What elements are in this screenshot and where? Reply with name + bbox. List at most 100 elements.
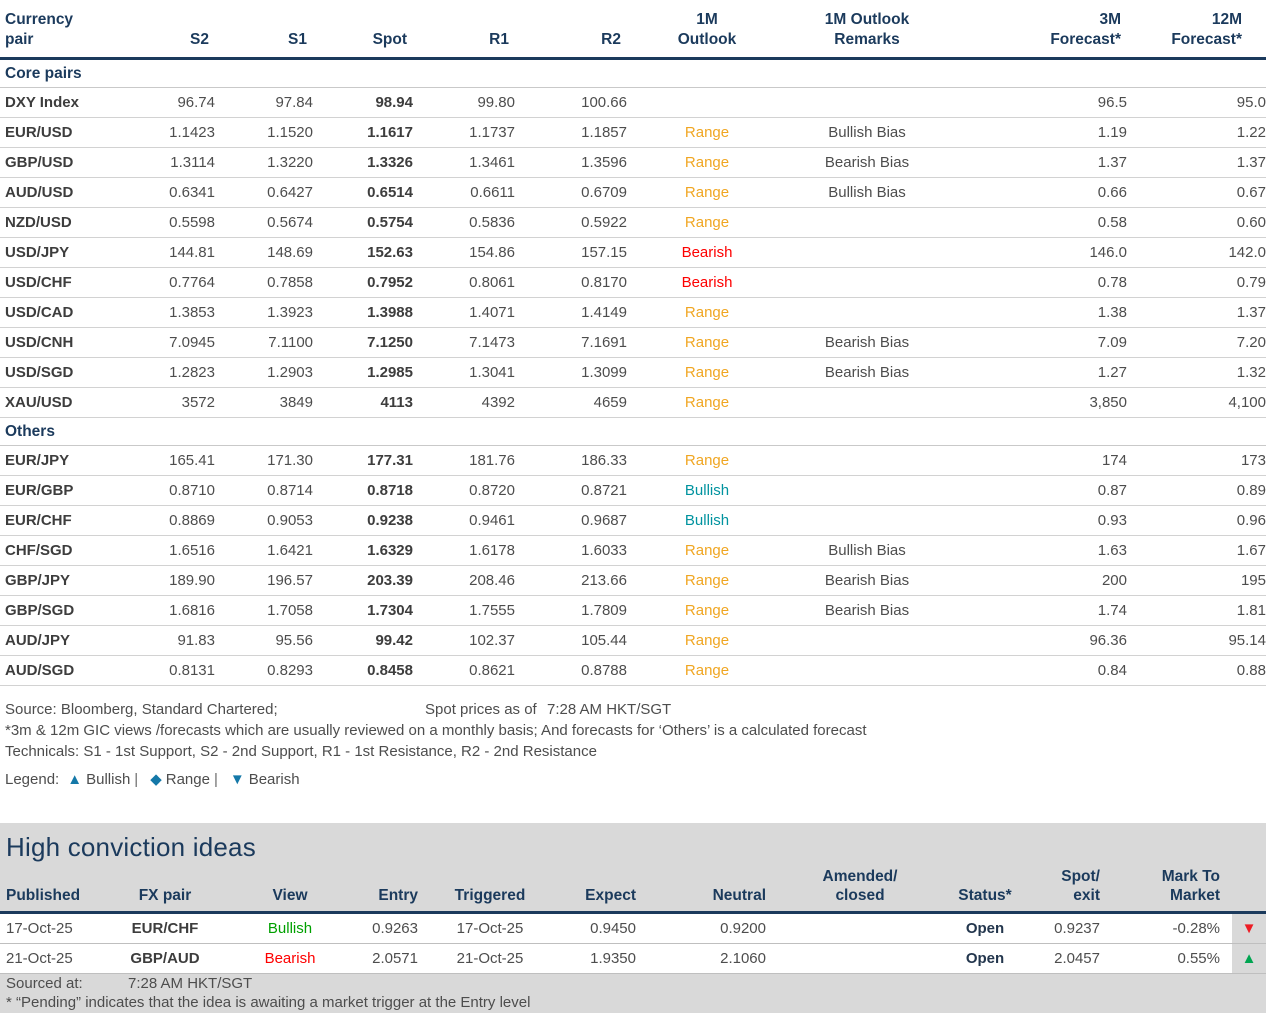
remarks-cell xyxy=(787,87,947,118)
s1-cell: 1.2903 xyxy=(215,357,313,388)
s2-cell: 1.3114 xyxy=(145,147,215,178)
fx-col-header-remarks: 1M Outlook Remarks xyxy=(787,0,947,60)
r2-cell: 157.15 xyxy=(515,237,627,268)
expect-cell: 0.9450 xyxy=(550,912,648,944)
legend-item-label: Bullish xyxy=(86,771,131,788)
fx-row: NZD/USD 0.5598 0.5674 0.5754 0.5836 0.5922 Ran… xyxy=(0,207,1266,238)
spot-cell: 1.6329 xyxy=(313,535,413,566)
outlook-cell: Range xyxy=(627,655,787,686)
s1-cell: 7.1100 xyxy=(215,327,313,358)
outlook-cell: Bullish xyxy=(627,505,787,536)
s1-cell: 95.56 xyxy=(215,625,313,656)
s2-cell: 0.7764 xyxy=(145,267,215,298)
r1-cell: 1.3461 xyxy=(413,147,515,178)
r2-cell: 0.8788 xyxy=(515,655,627,686)
outlook-cell: Range xyxy=(627,147,787,178)
forecast-12m-cell: 0.88 xyxy=(1127,655,1266,686)
fx-row: EUR/GBP 0.8710 0.8714 0.8718 0.8720 0.8721 Bul… xyxy=(0,475,1266,506)
spot-cell: 177.31 xyxy=(313,445,413,476)
outlook-cell: Bearish xyxy=(627,267,787,298)
r1-cell: 0.8720 xyxy=(413,475,515,506)
pair-cell: DXY Index xyxy=(0,87,145,118)
ideas-col-header-mtm: Mark To Market xyxy=(1110,865,1232,914)
remarks-cell xyxy=(787,625,947,656)
forecast-12m-cell: 0.67 xyxy=(1127,177,1266,208)
outlook-cell: Range xyxy=(627,207,787,238)
forecast-3m-cell: 3,850 xyxy=(947,387,1127,418)
spot-cell: 0.7952 xyxy=(313,267,413,298)
spot-cell: 1.3988 xyxy=(313,297,413,328)
remarks-cell: Bearish Bias xyxy=(787,327,947,358)
r1-cell: 208.46 xyxy=(413,565,515,596)
s2-cell: 0.6341 xyxy=(145,177,215,208)
spot-cell: 1.1617 xyxy=(313,117,413,148)
outlook-cell: Range xyxy=(627,595,787,626)
fx-row: XAU/USD 3572 3849 4113 4392 4659 Range 3,850 4,1… xyxy=(0,387,1266,418)
r1-cell: 0.9461 xyxy=(413,505,515,536)
s2-cell: 1.6516 xyxy=(145,535,215,566)
mark-to-market-cell: 0.55% xyxy=(1110,943,1232,974)
entry-cell: 0.9263 xyxy=(360,912,430,944)
ideas-col-header-published: Published xyxy=(0,865,110,914)
outlook-cell: Range xyxy=(627,445,787,476)
footnotes: Source: Bloomberg, Standard Chartered; S… xyxy=(0,699,1266,791)
fx-row: EUR/CHF 0.8869 0.9053 0.9238 0.9461 0.9687 Bul… xyxy=(0,505,1266,536)
pair-cell: USD/SGD xyxy=(0,357,145,388)
fx-row: AUD/SGD 0.8131 0.8293 0.8458 0.8621 0.8788 Ran… xyxy=(0,655,1266,686)
forecast-12m-cell: 7.20 xyxy=(1127,327,1266,358)
forecast-3m-cell: 0.93 xyxy=(947,505,1127,536)
fx-row: USD/JPY 144.81 148.69 152.63 154.86 157.15 Bea… xyxy=(0,237,1266,268)
pair-cell: USD/CHF xyxy=(0,267,145,298)
pending-note: * “Pending” indicates that the idea is a… xyxy=(6,994,531,1011)
spot-cell: 0.9238 xyxy=(313,505,413,536)
r2-cell: 0.8721 xyxy=(515,475,627,506)
forecast-3m-cell: 1.63 xyxy=(947,535,1127,566)
remarks-cell: Bullish Bias xyxy=(787,117,947,148)
spot-cell: 0.8458 xyxy=(313,655,413,686)
status-cell: Open xyxy=(942,943,1028,974)
s1-cell: 196.57 xyxy=(215,565,313,596)
s1-cell: 1.7058 xyxy=(215,595,313,626)
expect-cell: 1.9350 xyxy=(550,943,648,974)
r2-cell: 1.3099 xyxy=(515,357,627,388)
section-title: Core pairs xyxy=(0,58,1266,88)
r2-cell: 105.44 xyxy=(515,625,627,656)
outlook-cell: Range xyxy=(627,565,787,596)
s1-cell: 3849 xyxy=(215,387,313,418)
spot-cell: 203.39 xyxy=(313,565,413,596)
forecast-3m-cell: 96.5 xyxy=(947,87,1127,118)
ideas-col-header-dir xyxy=(1232,865,1266,914)
pair-cell: XAU/USD xyxy=(0,387,145,418)
forecast-3m-cell: 1.38 xyxy=(947,297,1127,328)
fx-row: AUD/USD 0.6341 0.6427 0.6514 0.6611 0.6709 Ran… xyxy=(0,177,1266,208)
pair-cell: EUR/JPY xyxy=(0,445,145,476)
fx-row: USD/CNH 7.0945 7.1100 7.1250 7.1473 7.1691 Ran… xyxy=(0,327,1266,358)
remarks-cell xyxy=(787,207,947,238)
fx-row: GBP/USD 1.3114 1.3220 1.3326 1.3461 1.3596 Ran… xyxy=(0,147,1266,178)
mark-to-market-cell: -0.28% xyxy=(1110,912,1232,944)
remarks-cell xyxy=(787,237,947,268)
forecast-3m-cell: 1.74 xyxy=(947,595,1127,626)
fx-pair-cell: GBP/AUD xyxy=(110,943,220,974)
pair-cell: GBP/USD xyxy=(0,147,145,178)
s2-cell: 0.5598 xyxy=(145,207,215,238)
r1-cell: 7.1473 xyxy=(413,327,515,358)
outlook-cell: Range xyxy=(627,177,787,208)
r2-cell: 186.33 xyxy=(515,445,627,476)
s1-cell: 0.7858 xyxy=(215,267,313,298)
forecast-3m-cell: 146.0 xyxy=(947,237,1127,268)
ideas-col-header-amended: Amended/ closed xyxy=(778,865,942,914)
s1-cell: 148.69 xyxy=(215,237,313,268)
r1-cell: 1.1737 xyxy=(413,117,515,148)
r2-cell: 0.8170 xyxy=(515,267,627,298)
forecast-3m-cell: 96.36 xyxy=(947,625,1127,656)
forecast-3m-cell: 0.58 xyxy=(947,207,1127,238)
triggered-cell: 21-Oct-25 xyxy=(430,943,550,974)
legend-label: Legend: xyxy=(5,771,60,788)
s1-cell: 171.30 xyxy=(215,445,313,476)
ideas-footnotes: Sourced at: 7:28 AM HKT/SGT * “Pending” … xyxy=(0,974,1266,1013)
spot-cell: 4113 xyxy=(313,387,413,418)
r2-cell: 213.66 xyxy=(515,565,627,596)
s2-cell: 0.8710 xyxy=(145,475,215,506)
forecast-12m-cell: 95.0 xyxy=(1127,87,1266,118)
